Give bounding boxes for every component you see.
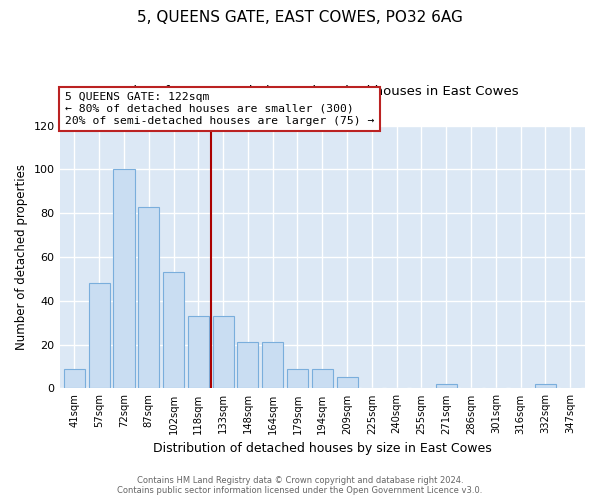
Bar	[89, 284, 110, 389]
Text: 5, QUEENS GATE, EAST COWES, PO32 6AG: 5, QUEENS GATE, EAST COWES, PO32 6AG	[137, 10, 463, 25]
Bar	[436, 384, 457, 388]
Bar	[312, 368, 333, 388]
Text: 5 QUEENS GATE: 122sqm
← 80% of detached houses are smaller (300)
20% of semi-det: 5 QUEENS GATE: 122sqm ← 80% of detached …	[65, 92, 374, 126]
Bar	[188, 316, 209, 388]
Bar	[212, 316, 233, 388]
Y-axis label: Number of detached properties: Number of detached properties	[15, 164, 28, 350]
Bar	[64, 368, 85, 388]
Bar	[163, 272, 184, 388]
Bar	[238, 342, 259, 388]
Bar	[113, 170, 134, 388]
Bar	[262, 342, 283, 388]
Bar	[535, 384, 556, 388]
Bar	[287, 368, 308, 388]
Bar	[337, 378, 358, 388]
X-axis label: Distribution of detached houses by size in East Cowes: Distribution of detached houses by size …	[153, 442, 491, 455]
Title: Size of property relative to detached houses in East Cowes: Size of property relative to detached ho…	[125, 85, 519, 98]
Text: Contains HM Land Registry data © Crown copyright and database right 2024.
Contai: Contains HM Land Registry data © Crown c…	[118, 476, 482, 495]
Bar	[138, 206, 160, 388]
